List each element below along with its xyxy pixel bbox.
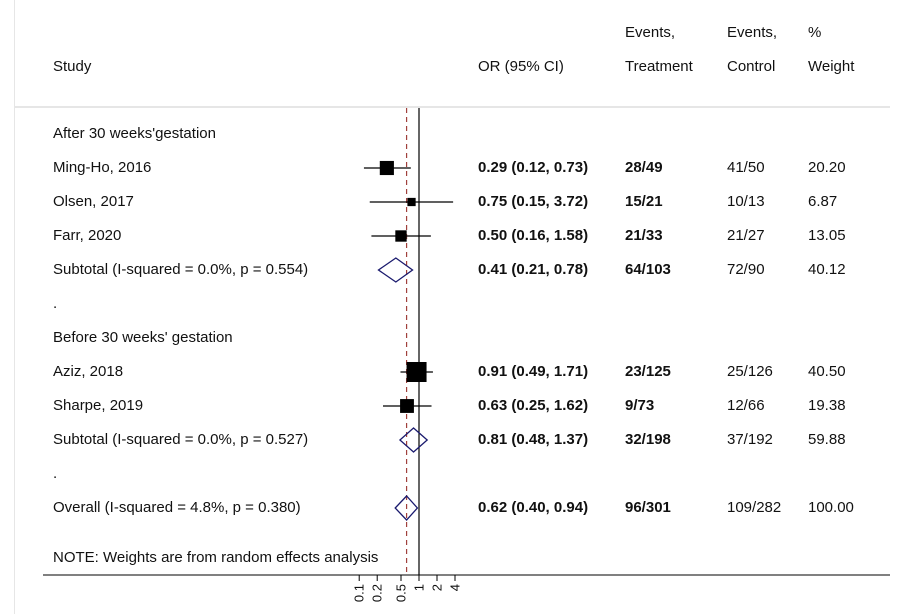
row-weight: 13.05 (808, 227, 846, 244)
study-marker (395, 230, 407, 242)
row-weight: 19.38 (808, 397, 846, 414)
row-events-control: 12/66 (727, 397, 765, 414)
row-label-spacer: . (53, 295, 58, 312)
x-tick-label: 0.2 (370, 584, 385, 602)
row-label-study: Olsen, 2017 (53, 193, 134, 210)
study-marker (406, 362, 427, 382)
page-left-border (14, 0, 15, 614)
row-weight: 59.88 (808, 431, 846, 448)
header-events-treatment-line2: Treatment (625, 58, 693, 75)
study-marker (379, 160, 394, 176)
row-or-ci: 0.62 (0.40, 0.94) (478, 499, 589, 516)
row-weight: 20.20 (808, 159, 846, 176)
row-weight: 40.12 (808, 261, 846, 278)
row-weight: 100.00 (808, 499, 854, 516)
row-events-treatment: 9/73 (625, 397, 655, 414)
row-label-study: Ming-Ho, 2016 (53, 159, 152, 176)
row-label-subtotal: Subtotal (I-squared = 0.0%, p = 0.554) (53, 261, 309, 278)
row-label-overall: Overall (I-squared = 4.8%, p = 0.380) (53, 499, 301, 516)
row-events-control: 37/192 (727, 431, 773, 448)
subtotal-diamond (377, 257, 414, 283)
row-label-study: Aziz, 2018 (53, 363, 124, 380)
x-tick-label: 4 (448, 584, 463, 591)
weights-note: NOTE: Weights are from random effects an… (53, 549, 379, 566)
header-study: Study (53, 58, 92, 75)
x-tick-label: 0.1 (352, 584, 367, 602)
row-or-ci: 0.41 (0.21, 0.78) (478, 261, 589, 278)
row-label-study: Farr, 2020 (53, 227, 122, 244)
row-or-ci: 0.29 (0.12, 0.73) (478, 159, 589, 176)
subtotal-diamond (398, 427, 429, 453)
row-events-treatment: 21/33 (625, 227, 663, 244)
x-tick-label: 0.5 (394, 584, 409, 602)
header-or: OR (95% CI) (478, 58, 564, 75)
row-label-subtotal: Subtotal (I-squared = 0.0%, p = 0.527) (53, 431, 309, 448)
row-events-control: 10/13 (727, 193, 765, 210)
row-or-ci: 0.91 (0.49, 1.71) (478, 363, 589, 380)
study-marker (400, 399, 414, 413)
header-events-treatment-line1: Events, (625, 24, 676, 41)
row-events-control: 21/27 (727, 227, 765, 244)
row-events-control: 72/90 (727, 261, 765, 278)
row-label-group: Before 30 weeks' gestation (53, 329, 233, 346)
x-tick-label: 1 (412, 584, 427, 591)
row-weight: 6.87 (808, 193, 838, 210)
header-weight-line2: Weight (808, 58, 855, 75)
overall-diamond (394, 495, 419, 521)
row-weight: 40.50 (808, 363, 846, 380)
row-or-ci: 0.81 (0.48, 1.37) (478, 431, 589, 448)
row-events-treatment: 96/301 (625, 499, 671, 516)
header-events-control-line1: Events, (727, 24, 778, 41)
row-events-treatment: 32/198 (625, 431, 671, 448)
row-events-control: 25/126 (727, 363, 773, 380)
study-marker (407, 197, 416, 207)
row-events-treatment: 23/125 (625, 363, 671, 380)
row-label-spacer: . (53, 465, 58, 482)
row-events-control: 41/50 (727, 159, 765, 176)
row-label-study: Sharpe, 2019 (53, 397, 144, 414)
row-or-ci: 0.50 (0.16, 1.58) (478, 227, 589, 244)
row-events-treatment: 15/21 (625, 193, 663, 210)
row-events-treatment: 28/49 (625, 159, 663, 176)
x-tick-label: 2 (430, 584, 445, 591)
row-or-ci: 0.63 (0.25, 1.62) (478, 397, 589, 414)
row-events-control: 109/282 (727, 499, 782, 516)
header-weight-line1: % (808, 24, 822, 41)
row-or-ci: 0.75 (0.15, 3.72) (478, 193, 589, 210)
header-events-control-line2: Control (727, 58, 776, 75)
row-label-group: After 30 weeks'gestation (53, 125, 216, 142)
row-events-treatment: 64/103 (625, 261, 671, 278)
